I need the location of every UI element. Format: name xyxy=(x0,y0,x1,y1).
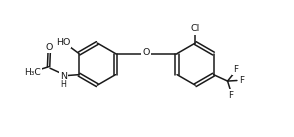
Text: H: H xyxy=(60,80,66,89)
Text: O: O xyxy=(46,43,53,52)
Text: Cl: Cl xyxy=(191,25,200,34)
Text: N: N xyxy=(60,72,67,81)
Text: HO: HO xyxy=(56,38,70,47)
Text: H₃C: H₃C xyxy=(24,68,41,76)
Text: F: F xyxy=(233,65,238,74)
Text: O: O xyxy=(143,48,150,57)
Text: F: F xyxy=(228,91,233,100)
Text: F: F xyxy=(239,76,244,85)
